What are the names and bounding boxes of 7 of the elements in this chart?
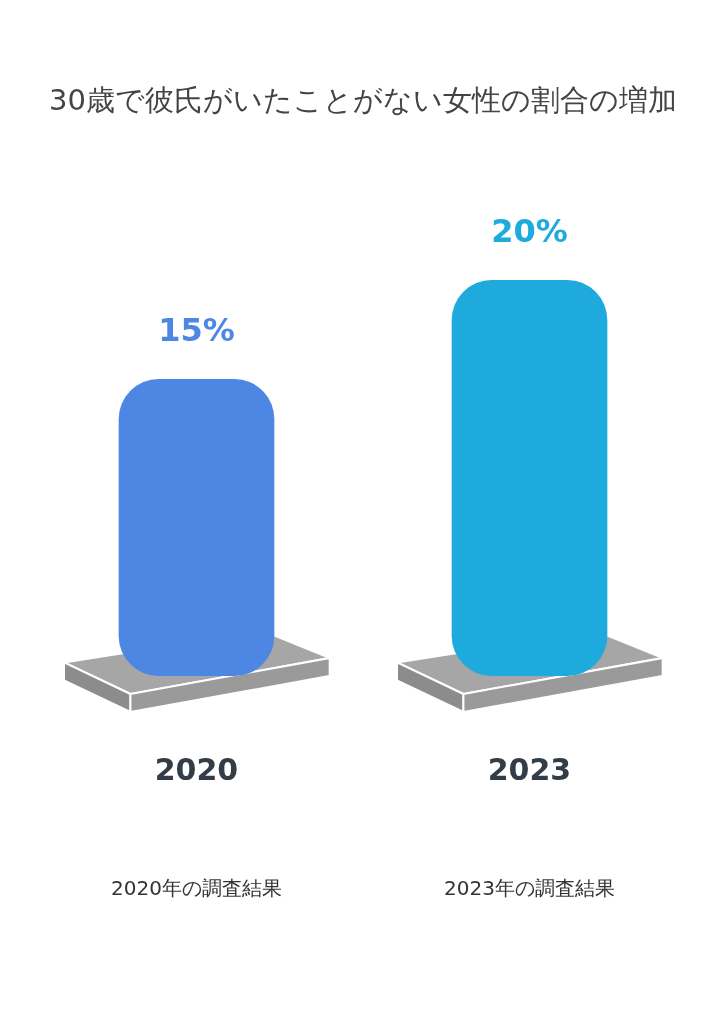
text: 2023年の調査結果 [444, 876, 615, 901]
chart-title: 30歳で彼氏がいたことがない女性の割合の増加 [48, 82, 678, 119]
text: 2020年の調査結果 [111, 876, 282, 901]
data-label: 15% [158, 311, 235, 350]
data-label: 20% [491, 212, 568, 251]
x-tick-label: 2020 [154, 751, 239, 787]
x-tick-label: 2023 [487, 751, 572, 787]
